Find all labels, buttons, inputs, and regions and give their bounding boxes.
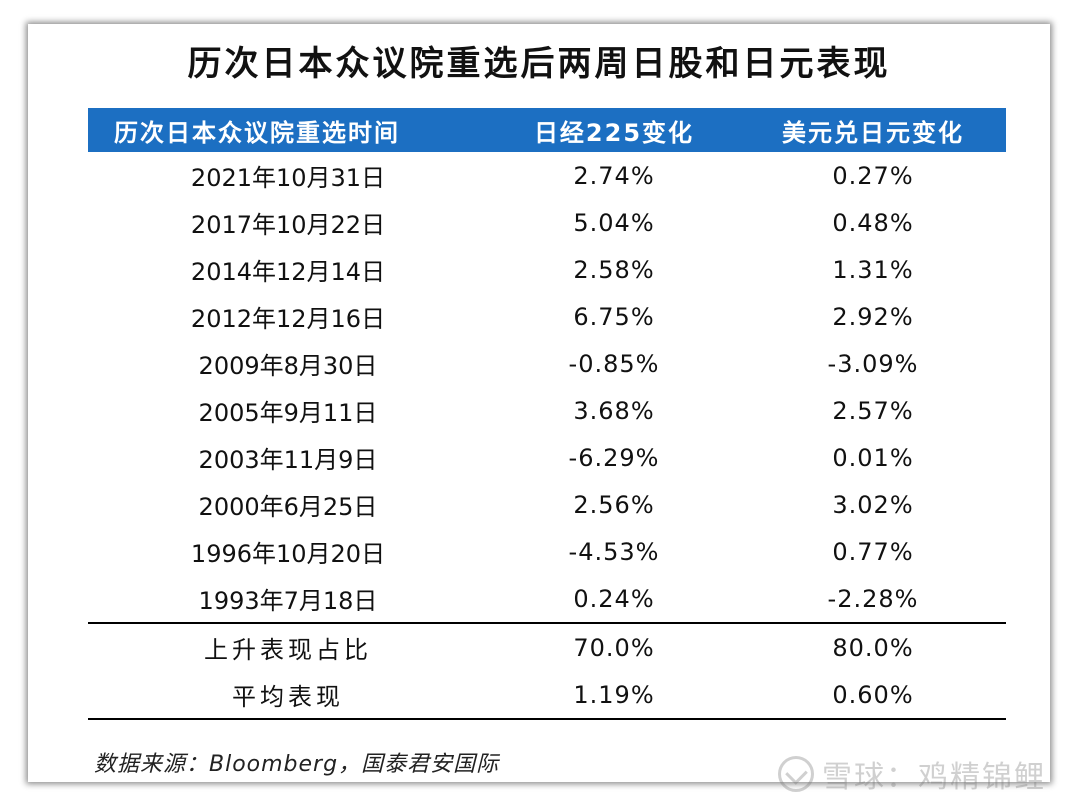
- nikkei-change-cell: -0.85%: [568, 349, 660, 378]
- table-row: 1996年10月20日 -4.53% 0.77%: [88, 528, 1006, 575]
- summary-nikkei-value: 1.19%: [488, 671, 740, 720]
- table-row: 2003年11月9日 -6.29% 0.01%: [88, 434, 1006, 481]
- nikkei-change-cell: 2.58%: [573, 255, 655, 284]
- election-date-cell: 2003年11月9日: [198, 446, 378, 474]
- usdjpy-change-cell: 0.48%: [832, 208, 914, 237]
- nikkei-change-cell: 2.56%: [573, 490, 655, 519]
- watermark-text: 雪球：鸡精锦鲤: [822, 760, 1046, 795]
- table-header-row: 历次日本众议院重选时间 日经225变化 美元兑日元变化: [88, 108, 1006, 152]
- summary-usdjpy-value: 80.0%: [740, 622, 1006, 671]
- election-date-cell: 2000年6月25日: [198, 493, 378, 521]
- nikkei-change-cell: 0.24%: [573, 584, 655, 613]
- nikkei-change-cell: -6.29%: [568, 443, 660, 472]
- usdjpy-change-cell: -2.28%: [827, 584, 919, 613]
- table-row: 2005年9月11日 3.68% 2.57%: [88, 387, 1006, 434]
- usdjpy-change-cell: 3.02%: [832, 490, 914, 519]
- source-note: 数据来源：Bloomberg，国泰君安国际: [94, 752, 500, 777]
- summary-label: 平均表现: [88, 671, 488, 720]
- election-date-cell: 2017年10月22日: [190, 211, 386, 239]
- summary-nikkei-value: 70.0%: [488, 622, 740, 671]
- election-date-cell: 2012年12月16日: [190, 305, 386, 333]
- election-date-cell: 2009年8月30日: [198, 352, 378, 380]
- summary-label: 上升表现占比: [88, 622, 488, 671]
- nikkei-change-cell: 2.74%: [573, 161, 655, 190]
- snowball-logo-icon: [778, 756, 814, 792]
- summary-usdjpy-value: 0.60%: [740, 671, 1006, 720]
- nikkei-change-cell: 6.75%: [573, 302, 655, 331]
- header-nikkei-change: 日经225变化: [488, 108, 740, 152]
- election-date-cell: 1993年7月18日: [198, 587, 378, 615]
- table-row: 2021年10月31日 2.74% 0.27%: [88, 152, 1006, 199]
- usdjpy-change-cell: 0.77%: [832, 537, 914, 566]
- election-date-cell: 2005年9月11日: [198, 399, 378, 427]
- election-table: 历次日本众议院重选时间 日经225变化 美元兑日元变化 2021年10月31日 …: [88, 108, 1006, 720]
- election-date-cell: 2021年10月31日: [190, 164, 386, 192]
- nikkei-change-cell: 5.04%: [573, 208, 655, 237]
- summary-row-rise-ratio: 上升表现占比 70.0% 80.0%: [88, 622, 1006, 671]
- table-row: 2000年6月25日 2.56% 3.02%: [88, 481, 1006, 528]
- usdjpy-change-cell: 0.27%: [832, 161, 914, 190]
- table-row: 1993年7月18日 0.24% -2.28%: [88, 575, 1006, 623]
- watermark: 雪球：鸡精锦鲤: [778, 752, 1046, 796]
- election-date-cell: 2014年12月14日: [190, 258, 386, 286]
- table-row: 2009年8月30日 -0.85% -3.09%: [88, 340, 1006, 387]
- nikkei-change-cell: -4.53%: [568, 537, 660, 566]
- usdjpy-change-cell: 2.92%: [832, 302, 914, 331]
- election-date-cell: 1996年10月20日: [190, 540, 386, 568]
- summary-row-average: 平均表现 1.19% 0.60%: [88, 671, 1006, 720]
- header-usdjpy-change: 美元兑日元变化: [740, 108, 1006, 152]
- table-row: 2014年12月14日 2.58% 1.31%: [88, 246, 1006, 293]
- usdjpy-change-cell: 1.31%: [832, 255, 914, 284]
- table-row: 2012年12月16日 6.75% 2.92%: [88, 293, 1006, 340]
- usdjpy-change-cell: 0.01%: [832, 443, 914, 472]
- usdjpy-change-cell: -3.09%: [827, 349, 919, 378]
- figure-card: 历次日本众议院重选后两周日股和日元表现 历次日本众议院重选时间 日经225变化 …: [28, 24, 1050, 782]
- header-election-date: 历次日本众议院重选时间: [88, 108, 488, 152]
- usdjpy-change-cell: 2.57%: [832, 396, 914, 425]
- page-title: 历次日本众议院重选后两周日股和日元表现: [187, 44, 891, 84]
- nikkei-change-cell: 3.68%: [573, 396, 655, 425]
- table-row: 2017年10月22日 5.04% 0.48%: [88, 199, 1006, 246]
